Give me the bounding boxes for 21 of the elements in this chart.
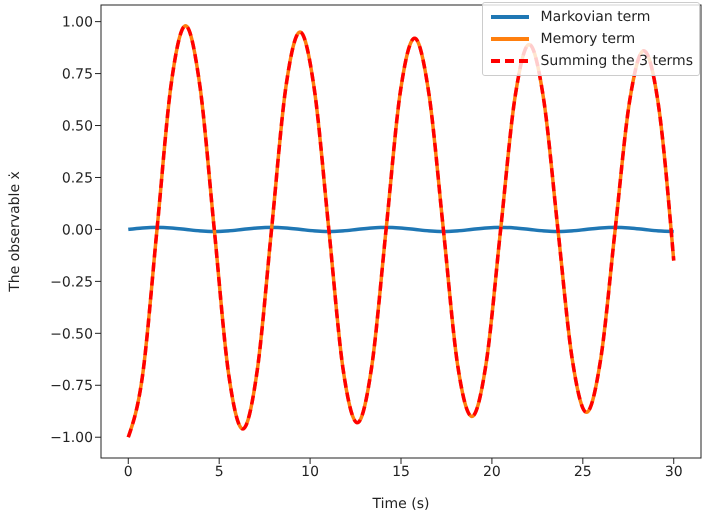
x-axis-title: Time (s) <box>372 496 430 512</box>
y-tick-label: −0.50 <box>50 326 93 342</box>
y-tick-label: −0.25 <box>50 274 93 290</box>
y-tick-label: −0.75 <box>50 378 93 394</box>
x-tick-label: 15 <box>392 464 410 480</box>
y-tick-label: −1.00 <box>50 430 93 446</box>
x-tick-label: 5 <box>214 464 224 480</box>
y-tick-label: 0.50 <box>62 118 93 134</box>
x-tick-label: 10 <box>301 464 320 480</box>
x-tick-label: 30 <box>664 464 683 480</box>
x-tick-label: 25 <box>574 464 592 480</box>
y-axis-title: The observable ẋ <box>6 171 23 293</box>
x-tick-label: 20 <box>482 464 501 480</box>
legend-label: Summing the 3 terms <box>540 53 693 69</box>
y-tick-label: 0.25 <box>62 170 93 186</box>
y-tick-label: 0.00 <box>62 222 93 238</box>
legend-label: Memory term <box>540 31 636 47</box>
y-tick-label: 0.75 <box>62 66 93 83</box>
x-tick-label: 0 <box>124 464 133 480</box>
legend-label: Markovian term <box>540 9 650 25</box>
y-tick-label: 1.00 <box>62 14 93 31</box>
